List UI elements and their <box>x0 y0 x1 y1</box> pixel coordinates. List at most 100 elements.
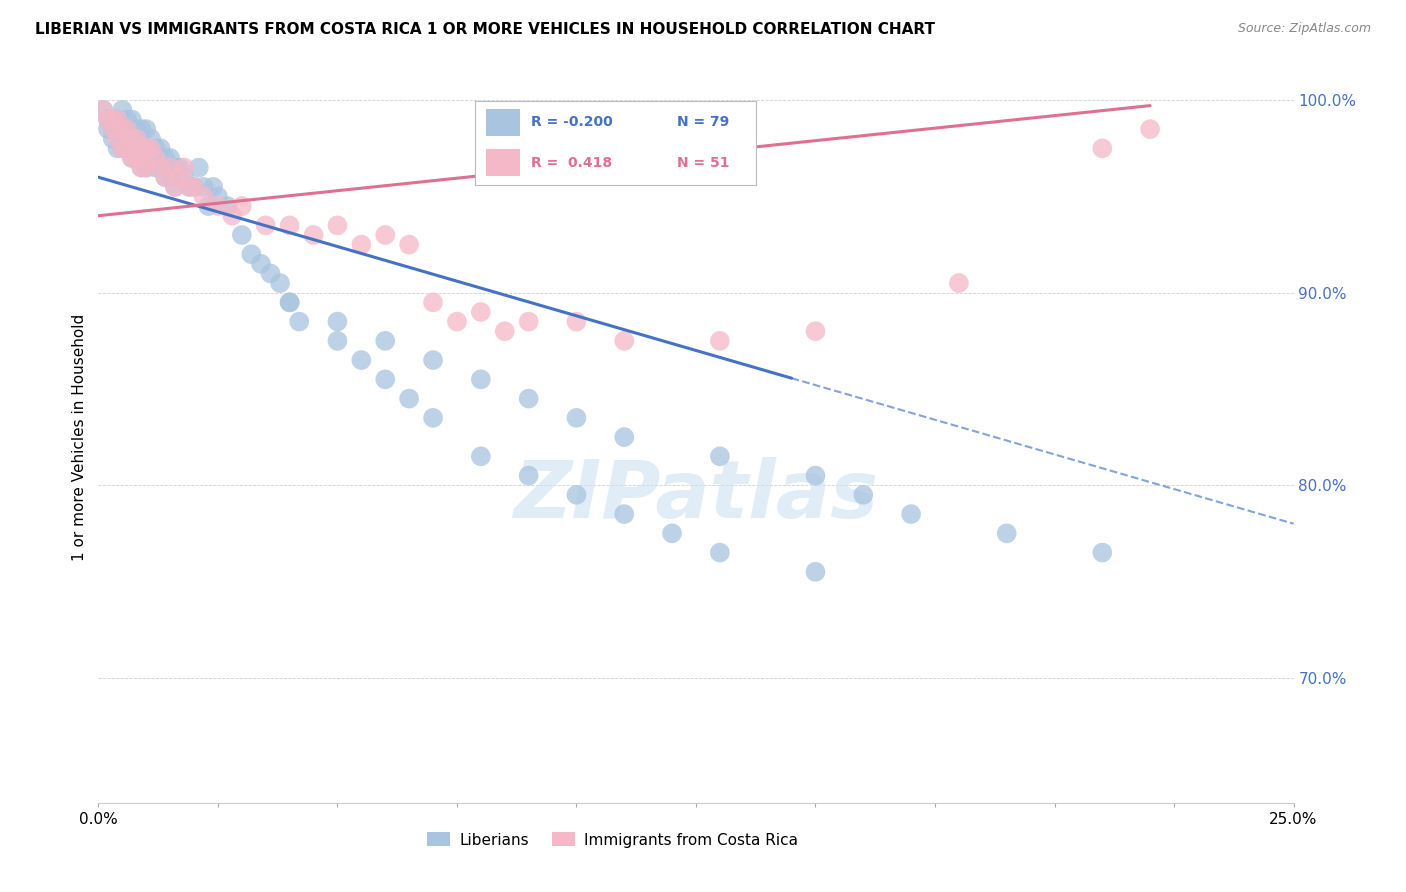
Point <box>1139 122 1161 136</box>
Point <box>470 450 492 464</box>
Point <box>111 141 134 155</box>
Point <box>900 507 922 521</box>
Point <box>145 161 167 175</box>
Point <box>135 141 157 155</box>
Point <box>155 151 177 165</box>
Point <box>494 324 516 338</box>
Point <box>115 141 138 155</box>
Point <box>149 141 172 155</box>
Point <box>139 132 162 146</box>
Point <box>115 122 138 136</box>
Point <box>709 450 731 464</box>
Point <box>121 112 143 127</box>
Point <box>398 392 420 406</box>
Point <box>163 179 186 194</box>
Point <box>422 353 444 368</box>
Point <box>240 247 263 261</box>
Y-axis label: 1 or more Vehicles in Household: 1 or more Vehicles in Household <box>72 313 87 561</box>
Legend: Liberians, Immigrants from Costa Rica: Liberians, Immigrants from Costa Rica <box>420 826 804 854</box>
Point <box>159 170 181 185</box>
Point <box>139 141 162 155</box>
Point <box>422 410 444 425</box>
Point <box>131 161 153 175</box>
Point <box>202 179 225 194</box>
Point <box>231 199 253 213</box>
Point <box>101 122 124 136</box>
Point <box>278 295 301 310</box>
Point <box>1091 141 1114 155</box>
Point <box>288 315 311 329</box>
Point <box>121 132 143 146</box>
Text: ZIPatlas: ZIPatlas <box>513 457 879 534</box>
Point <box>101 122 124 136</box>
Text: Source: ZipAtlas.com: Source: ZipAtlas.com <box>1237 22 1371 36</box>
Point <box>193 189 215 203</box>
Point <box>149 161 172 175</box>
Point <box>115 141 138 155</box>
Point <box>91 103 114 117</box>
Point <box>517 315 540 329</box>
Point <box>278 295 301 310</box>
Point <box>565 410 588 425</box>
Point <box>125 151 148 165</box>
Point <box>565 315 588 329</box>
Point <box>709 545 731 559</box>
Point <box>169 161 191 175</box>
Point <box>254 219 277 233</box>
Point <box>155 170 177 185</box>
Point <box>121 151 143 165</box>
Point <box>259 267 281 281</box>
Point <box>115 122 138 136</box>
Point <box>187 161 209 175</box>
Point <box>125 132 148 146</box>
Point <box>101 132 124 146</box>
Point <box>374 227 396 242</box>
Point <box>217 199 239 213</box>
Point <box>111 141 134 155</box>
Point <box>565 488 588 502</box>
Point <box>111 132 134 146</box>
Point <box>149 161 172 175</box>
Point <box>207 189 229 203</box>
Point <box>995 526 1018 541</box>
Point <box>804 324 827 338</box>
Point <box>179 179 201 194</box>
Point <box>250 257 273 271</box>
Point <box>470 372 492 386</box>
Point <box>169 170 191 185</box>
Point <box>163 179 186 194</box>
Point <box>173 161 195 175</box>
Point <box>183 179 205 194</box>
Point <box>948 276 970 290</box>
Point <box>852 488 875 502</box>
Point <box>709 334 731 348</box>
Point <box>97 122 120 136</box>
Point <box>179 179 201 194</box>
Point <box>131 141 153 155</box>
Point <box>155 170 177 185</box>
Point <box>1091 545 1114 559</box>
Point <box>326 219 349 233</box>
Point <box>111 103 134 117</box>
Point <box>804 565 827 579</box>
Point <box>159 151 181 165</box>
Point <box>135 141 157 155</box>
Point <box>131 122 153 136</box>
Point <box>193 179 215 194</box>
Point <box>145 141 167 155</box>
Point <box>97 112 120 127</box>
Point <box>661 526 683 541</box>
Point <box>125 122 148 136</box>
Point <box>121 151 143 165</box>
Point <box>135 161 157 175</box>
Point <box>107 141 129 155</box>
Point <box>107 112 129 127</box>
Point <box>115 112 138 127</box>
Point <box>804 468 827 483</box>
Point <box>207 199 229 213</box>
Point <box>97 112 120 127</box>
Point <box>302 227 325 242</box>
Point <box>101 112 124 127</box>
Point <box>145 151 167 165</box>
Point <box>374 334 396 348</box>
